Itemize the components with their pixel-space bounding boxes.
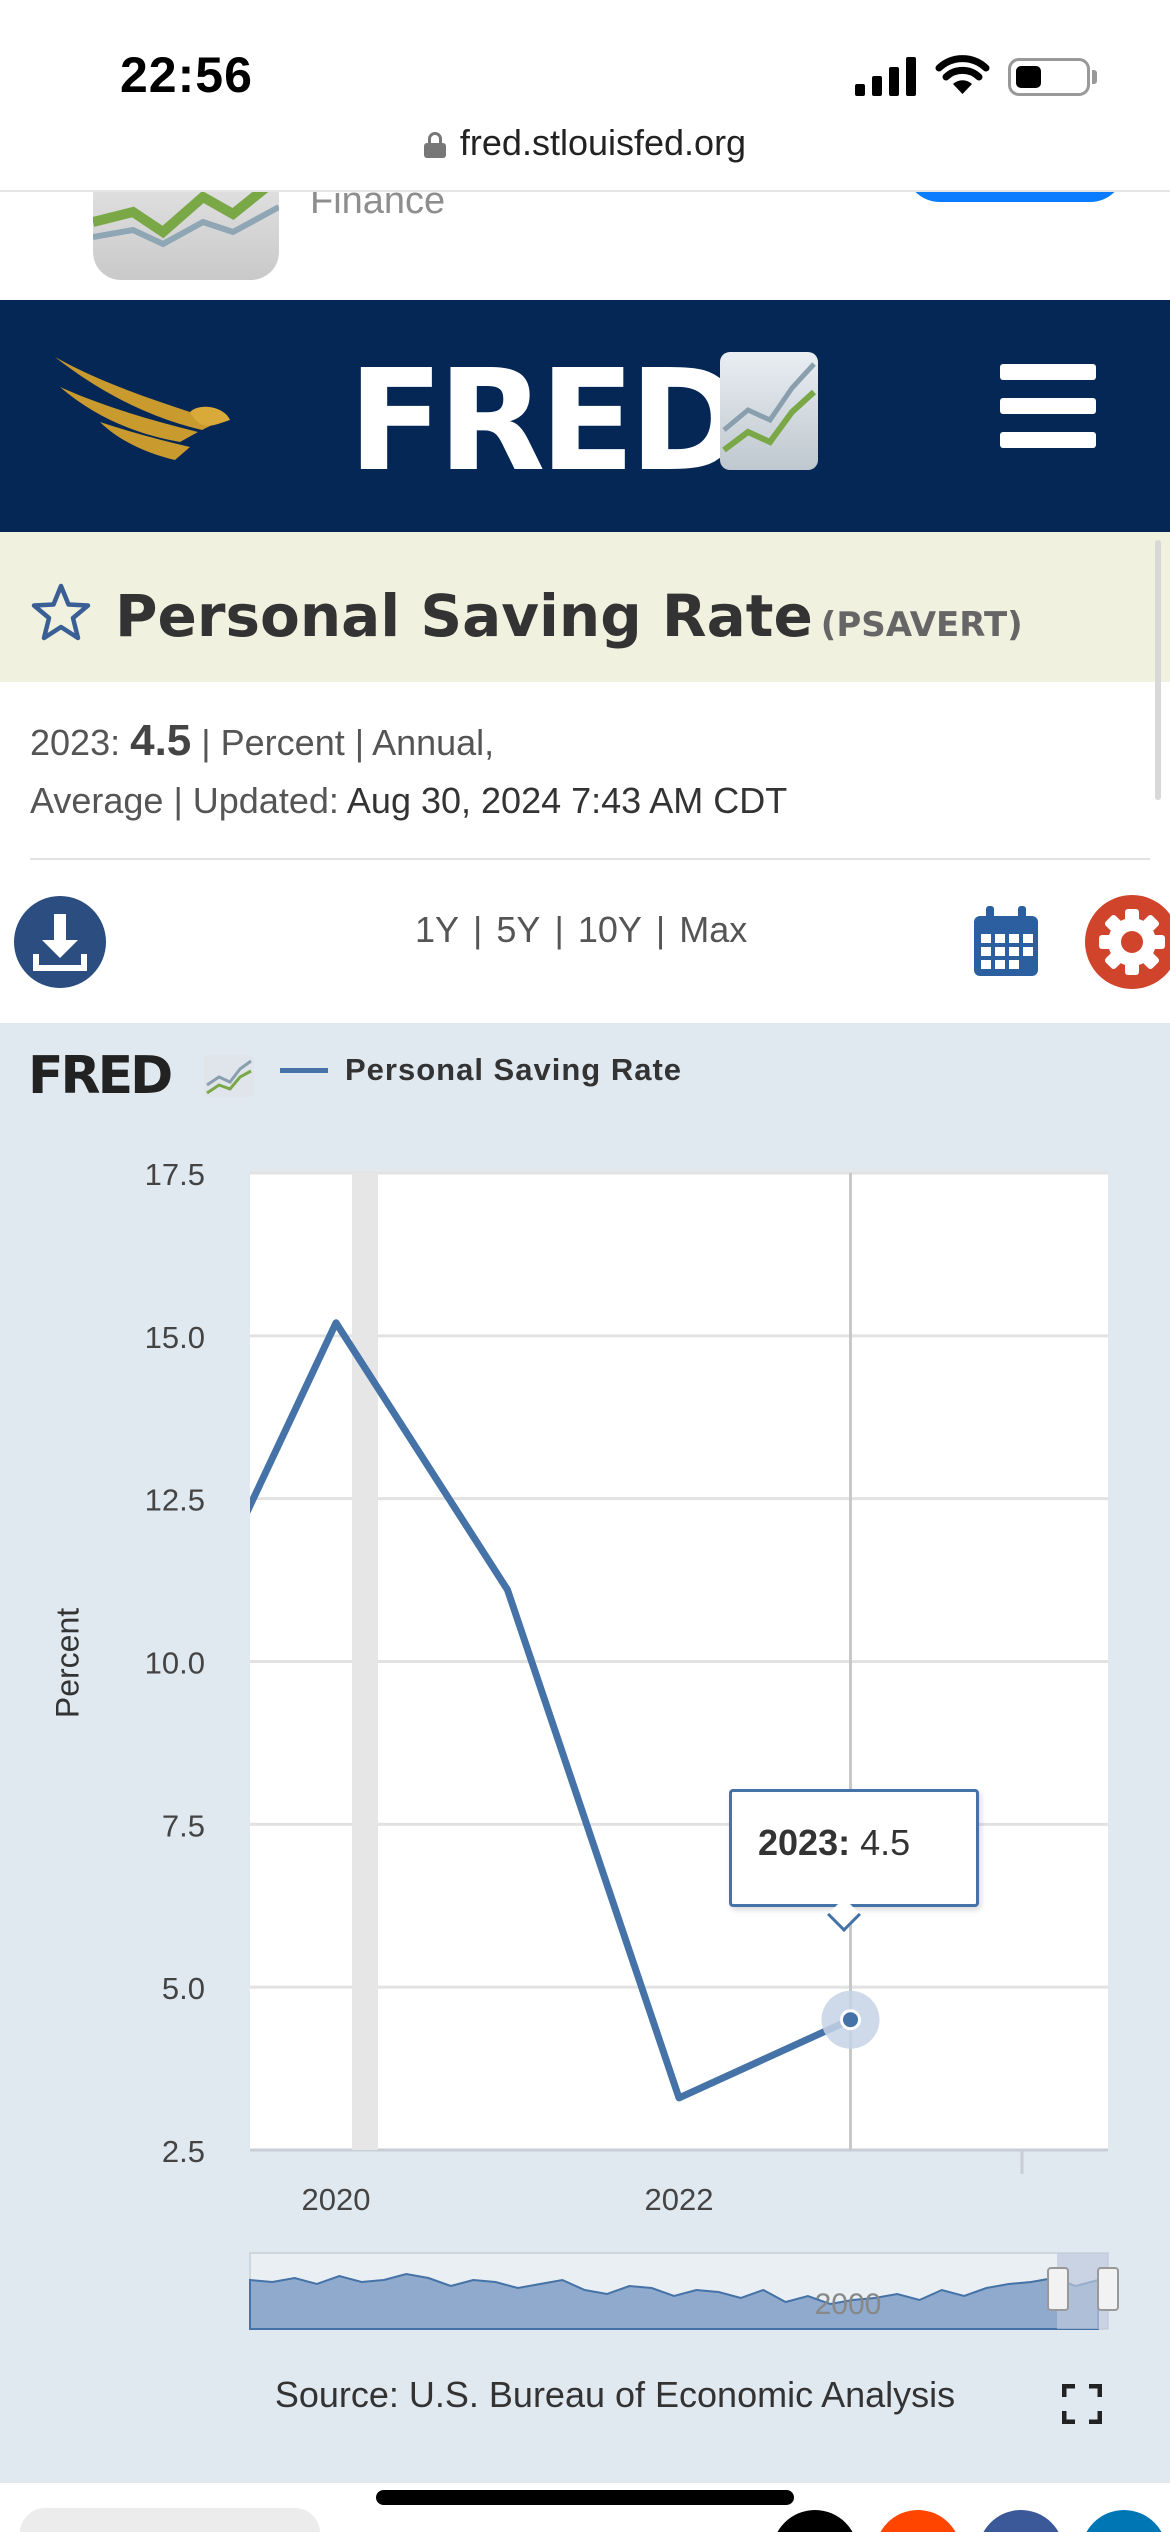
y-tick-label: 12.5 (145, 1483, 205, 1518)
series-title: Personal Saving Rate (PSAVERT) (115, 582, 1023, 650)
meta-aggregation: Average | Updated: (30, 780, 339, 821)
series-title-text: Personal Saving Rate (115, 582, 813, 650)
bottom-tab-bar[interactable] (20, 2508, 320, 2532)
settings-button[interactable] (1085, 895, 1170, 989)
scroll-indicator (1155, 540, 1161, 800)
download-icon (33, 914, 87, 971)
star-icon[interactable] (30, 582, 92, 644)
series-code: (PSAVERT) (820, 605, 1023, 645)
data-point (840, 2009, 861, 2031)
range-max[interactable]: Max (679, 909, 748, 950)
navigator-label: 2000 (815, 2288, 882, 2321)
y-tick-label: 7.5 (162, 1808, 205, 1843)
legend-swatch (280, 1068, 328, 1073)
date-range-selector: 1Y | 5Y | 10Y | Max (415, 909, 748, 950)
battery-icon (1008, 58, 1090, 96)
url-text: fred.stlouisfed.org (459, 122, 747, 163)
lock-icon (423, 132, 446, 158)
share-icon-4[interactable] (1081, 2510, 1167, 2532)
meta-line-2: Average | Updated: Aug 30, 2024 7:43 AM … (30, 772, 1130, 830)
share-icon-1[interactable] (772, 2510, 858, 2532)
y-tick-label: 15.0 (145, 1320, 205, 1355)
series-title-band: Personal Saving Rate (PSAVERT) (0, 532, 1170, 682)
share-icon-3[interactable] (978, 2510, 1064, 2532)
meta-units: | Percent | Annual, (201, 722, 495, 763)
range-10y[interactable]: 10Y (577, 909, 642, 950)
latest-period: 2023: (30, 722, 121, 763)
meta-divider (30, 858, 1150, 860)
line-chart[interactable]: 2.5 5.0 7.5 10.0 12.5 15.0 17.5 2020 2022 2000 (0, 1100, 1170, 2340)
navigator-area (249, 2272, 1099, 2330)
menu-icon[interactable] (1000, 362, 1096, 450)
chart-fred-logo: FRED (28, 1046, 173, 1106)
range-5y[interactable]: 5Y (496, 909, 541, 950)
app-banner[interactable]: Finance (0, 192, 1170, 300)
chart-tooltip: 2023: 4.5 (729, 1789, 979, 1907)
meta-line-1: 2023: 4.5 | Percent | Annual, (30, 712, 1130, 772)
navigator-handle-left (1047, 2267, 1069, 2311)
x-tick-label: 2022 (645, 2182, 714, 2217)
fullscreen-icon[interactable] (1062, 2384, 1102, 2424)
latest-value: 4.5 (130, 716, 192, 765)
legend-label: Personal Saving Rate (345, 1052, 683, 1087)
y-tick-label: 10.0 (145, 1646, 205, 1681)
eagle-logo-icon[interactable] (50, 352, 240, 472)
status-time: 22:56 (120, 47, 253, 103)
recession-band (352, 1173, 378, 2150)
x-tick-label: 2020 (302, 2182, 371, 2217)
chart-logo-icon (204, 1055, 254, 1097)
y-tick-label: 2.5 (162, 2134, 205, 2169)
tooltip-label: 2023: (758, 1822, 851, 1863)
wifi-icon (935, 55, 990, 94)
calendar-icon[interactable] (972, 906, 1040, 978)
y-tick-label: 17.5 (145, 1157, 205, 1192)
range-1y[interactable]: 1Y (415, 909, 460, 950)
share-icon-2[interactable] (875, 2510, 961, 2532)
status-bar: 22:56 fred.stlouisfed.org (0, 0, 1170, 163)
chart-source: Source: U.S. Bureau of Economic Analysis (274, 2374, 956, 2415)
app-open-button[interactable] (905, 192, 1125, 202)
y-tick-label: 5.0 (162, 1971, 205, 2006)
site-header: FRED (0, 300, 1170, 532)
cellular-signal-icon (855, 57, 916, 96)
app-icon (93, 192, 279, 280)
series-line (250, 1319, 852, 2102)
navigator-handle-right (1097, 2267, 1119, 2311)
series-meta: 2023: 4.5 | Percent | Annual, Average | … (30, 712, 1130, 830)
gear-icon (1099, 909, 1165, 975)
battery-nub (1092, 70, 1097, 84)
address-bar[interactable]: fred.stlouisfed.org (0, 122, 1170, 164)
fred-logo-chart-icon (720, 352, 818, 470)
fred-logo[interactable]: FRED (348, 340, 745, 503)
home-indicator (376, 2490, 794, 2505)
app-name: Finance (310, 192, 446, 222)
updated-date: Aug 30, 2024 7:43 AM CDT (346, 780, 788, 821)
toolbar-divider (0, 190, 1170, 192)
download-button[interactable] (14, 896, 106, 988)
tooltip-value: 4.5 (860, 1822, 911, 1863)
